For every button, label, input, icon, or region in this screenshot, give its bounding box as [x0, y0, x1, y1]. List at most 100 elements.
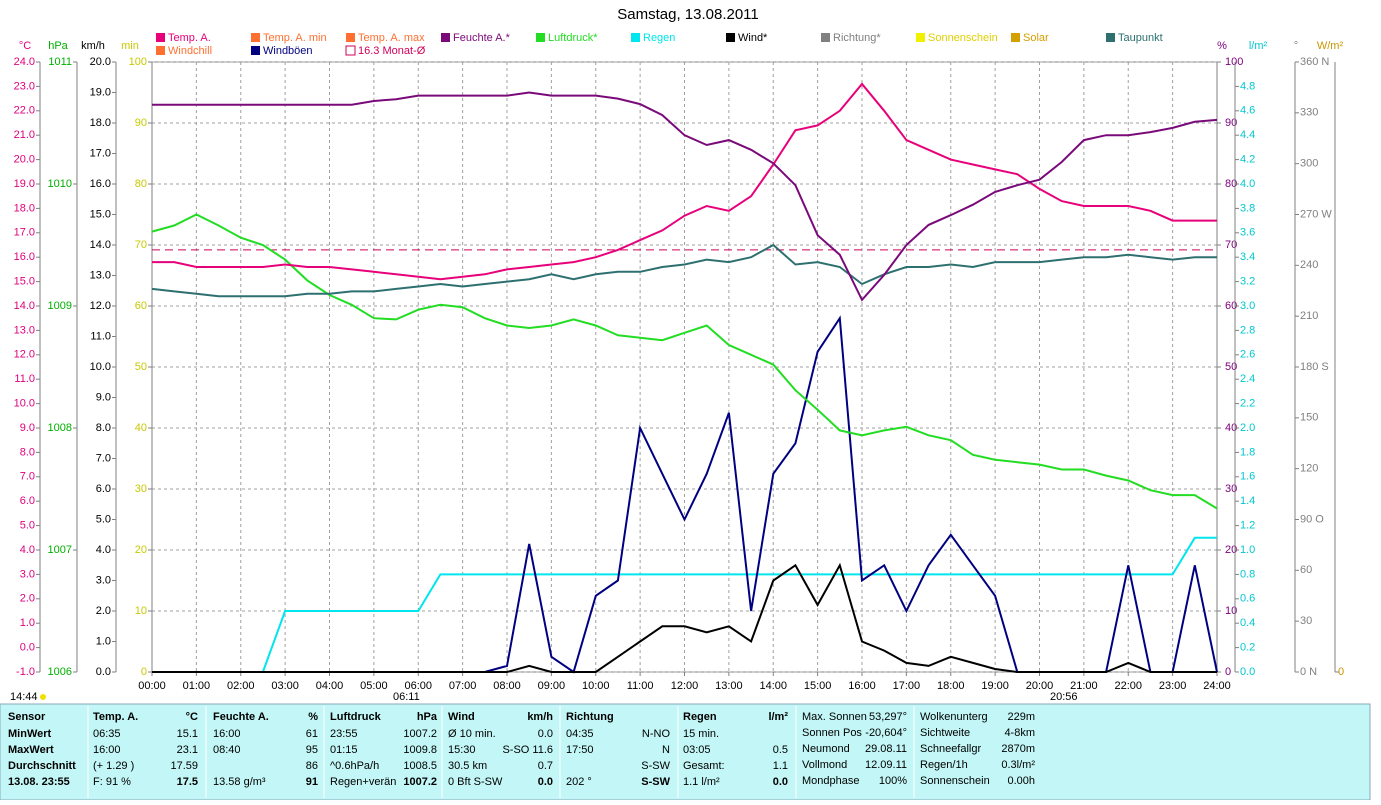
panel-value: N — [662, 744, 670, 756]
panel-text: Sensor — [8, 711, 46, 723]
y-tick-label: 10.0 — [14, 398, 35, 410]
y-tick-label: 2.6 — [1240, 349, 1255, 361]
panel-value: 15.1 — [177, 728, 198, 740]
panel-text: Luftdruck — [330, 711, 382, 723]
axis-unit: W/m² — [1317, 40, 1344, 52]
y-tick-label: 20 — [135, 544, 147, 556]
panel-text: MinWert — [8, 728, 52, 740]
legend-label: Solar — [1023, 32, 1049, 44]
x-tick-label: 00:00 — [138, 680, 166, 692]
y-tick-label: 6.0 — [20, 495, 35, 507]
y-tick-label: 20.0 — [90, 56, 111, 68]
panel-text: 06:35 — [93, 728, 121, 740]
y-tick-label: 70 — [1225, 239, 1237, 251]
panel-value: 12.09.11 — [865, 759, 907, 771]
y-tick-label: 14.0 — [90, 239, 111, 251]
y-tick-label: 20 — [1225, 544, 1237, 556]
y-tick-label: 5.0 — [20, 520, 35, 532]
panel-text: Mondphase — [802, 775, 860, 787]
panel-text: 15:30 — [448, 744, 476, 756]
y-tick-label: 1007 — [48, 544, 72, 556]
panel-text: 0 Bft S-SW — [448, 776, 503, 788]
y-tick-label: 2.4 — [1240, 373, 1255, 385]
y-tick-label: 80 — [135, 178, 147, 190]
legend-swatch — [916, 33, 925, 42]
axis-unit: min — [121, 40, 139, 52]
legend-swatch — [1011, 33, 1020, 42]
series-line — [152, 536, 1217, 673]
y-tick-label: 0.0 — [20, 642, 35, 654]
y-tick-label: 20.0 — [14, 154, 35, 166]
legend-label: Regen — [643, 32, 675, 44]
x-tick-label: 02:00 — [227, 680, 255, 692]
panel-value: 0.0 — [538, 728, 553, 740]
panel-text: 30.5 km — [448, 760, 487, 772]
axis-unit: l/m² — [1249, 40, 1268, 52]
y-tick-label: 21.0 — [14, 129, 35, 141]
panel-value: 23.1 — [177, 744, 198, 756]
panel-value: 0.0 — [538, 776, 553, 788]
legend-swatch — [345, 45, 356, 56]
series-line — [152, 82, 1217, 281]
y-tick-label: 1.6 — [1240, 471, 1255, 483]
axis-unit: hPa — [48, 40, 68, 52]
y-tick-label: 8.0 — [96, 422, 111, 434]
y-tick-label: 1010 — [48, 178, 72, 190]
y-tick-label: 12.0 — [14, 349, 35, 361]
y-tick-label: 1009 — [48, 300, 72, 312]
panel-value: 1009.8 — [403, 744, 437, 756]
y-tick-label: 17.0 — [90, 147, 111, 159]
legend-label: Windböen — [263, 45, 313, 57]
y-tick-label: 30 — [1300, 615, 1312, 627]
x-tick-label: 10:00 — [582, 680, 610, 692]
legend-swatch — [346, 33, 355, 42]
y-tick-label: 4.2 — [1240, 154, 1255, 166]
panel-text: Temp. A. — [93, 711, 138, 723]
legend-label: Richtung* — [833, 32, 881, 44]
y-tick-label: 15.0 — [14, 276, 35, 288]
x-tick-label: 03:00 — [271, 680, 299, 692]
axis-unit: ° — [1294, 40, 1298, 52]
panel-text: 16:00 — [213, 728, 241, 740]
panel-value: -20,604° — [865, 727, 907, 739]
y-tick-label: 50 — [135, 361, 147, 373]
y-tick-label: 40 — [1225, 422, 1237, 434]
y-tick-label: 17.0 — [14, 227, 35, 239]
y-tick-label: 1006 — [48, 666, 72, 678]
y-tick-label: 3.6 — [1240, 227, 1255, 239]
panel-text: 202 ° — [566, 776, 592, 788]
sunrise-time: 06:11 — [393, 691, 420, 703]
y-tick-label: 13.0 — [90, 269, 111, 281]
y-tick-label: 100 — [1225, 56, 1243, 68]
y-tick-label: 70 — [135, 239, 147, 251]
y-tick-label: 9.0 — [20, 422, 35, 434]
y-tick-label: 18.0 — [14, 202, 35, 214]
y-tick-label: 60 — [1225, 300, 1237, 312]
y-tick-label: 8.0 — [20, 446, 35, 458]
x-tick-label: 22:00 — [1114, 680, 1142, 692]
panel-value: km/h — [527, 711, 553, 723]
y-tick-label: 3.4 — [1240, 251, 1255, 263]
legend-swatch — [156, 33, 165, 42]
y-tick-label: 1.4 — [1240, 495, 1255, 507]
panel-value: l/m² — [768, 711, 788, 723]
y-tick-label: 0.0 — [1240, 666, 1255, 678]
y-tick-label: 60 — [1300, 564, 1312, 576]
y-tick-label: 7.0 — [96, 452, 111, 464]
y-tick-label: 0.4 — [1240, 617, 1255, 629]
panel-text: Sonnenschein — [920, 775, 990, 787]
y-tick-label: 30 — [135, 483, 147, 495]
panel-value: 100% — [879, 775, 907, 787]
x-tick-label: 05:00 — [360, 680, 388, 692]
legend-label: Luftdruck* — [548, 32, 598, 44]
panel-text: 15 min. — [683, 728, 719, 740]
y-tick-label: 30 — [1225, 483, 1237, 495]
panel-value: 29.08.11 — [865, 743, 907, 755]
panel-text: Sichtweite — [920, 727, 970, 739]
panel-text: Vollmond — [802, 759, 847, 771]
legend-label: Temp. A. max — [358, 32, 425, 44]
legend-swatch — [251, 46, 260, 55]
panel-text: (+ 1.29 ) — [93, 760, 134, 772]
